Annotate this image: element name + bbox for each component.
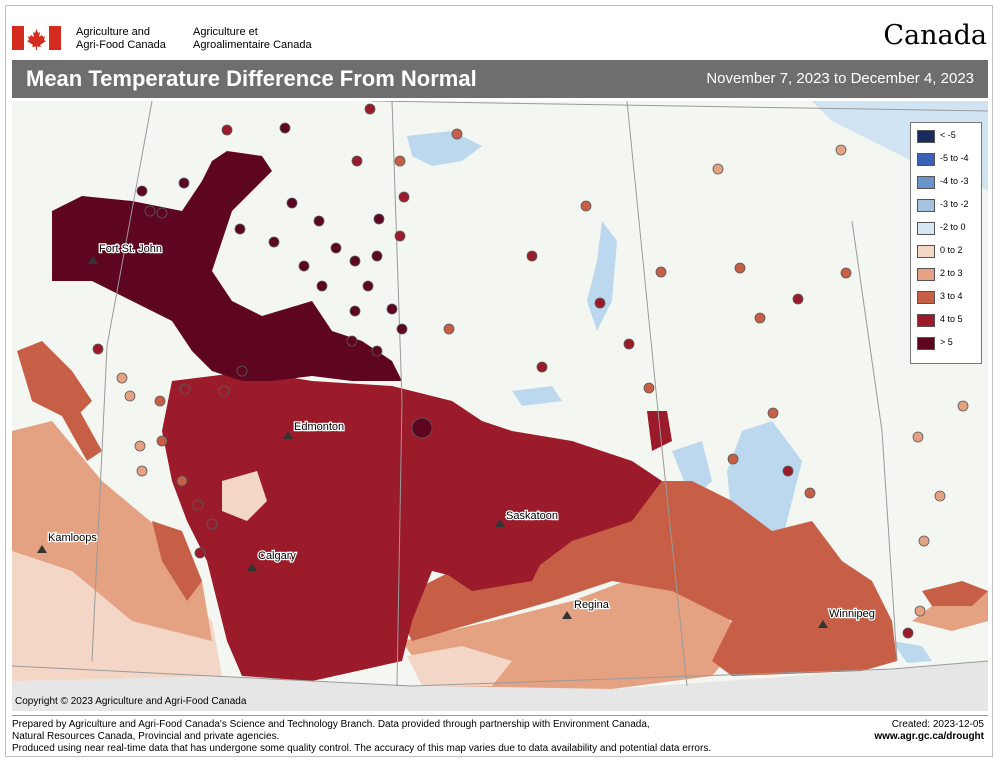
legend-swatch	[917, 199, 935, 212]
created-date: Created: 2023-12-05	[891, 719, 984, 730]
legend-item: -2 to 0	[917, 222, 979, 236]
city-marker-edmonton	[283, 431, 293, 439]
legend-swatch	[917, 268, 935, 281]
legend-swatch	[917, 337, 935, 350]
title-bar: Mean Temperature Difference From Normal …	[12, 60, 988, 98]
city-marker-kamloops	[37, 545, 47, 553]
legend-swatch	[917, 176, 935, 189]
city-label-calgary: Calgary	[258, 550, 296, 562]
legend-swatch	[917, 153, 935, 166]
city-label-fort-st-john: Fort St. John	[99, 243, 162, 255]
city-label-regina: Regina	[574, 599, 610, 611]
city-label-winnipeg: Winnipeg	[829, 608, 875, 620]
legend-swatch	[917, 291, 935, 304]
legend-swatch	[917, 130, 935, 143]
map-area: Fort St. John Edmonton Saskatoon Calgary…	[12, 101, 988, 711]
footer: Prepared by Agriculture and Agri-Food Ca…	[12, 715, 988, 762]
legend-item: 0 to 2	[917, 245, 979, 259]
map-canvas: Fort St. John Edmonton Saskatoon Calgary…	[12, 101, 988, 711]
legend-item: 4 to 5	[917, 314, 979, 328]
city-marker-calgary	[247, 563, 257, 571]
legend-item: 3 to 4	[917, 291, 979, 305]
footer-notes: Prepared by Agriculture and Agri-Food Ca…	[12, 719, 712, 754]
city-label-kamloops: Kamloops	[48, 532, 97, 544]
date-range: November 7, 2023 to December 4, 2023	[706, 70, 974, 87]
city-marker-fort-st-john	[88, 256, 98, 264]
canada-flag-icon	[12, 26, 61, 50]
legend-swatch	[917, 314, 935, 327]
city-label-saskatoon: Saskatoon	[506, 510, 558, 522]
legend-item: 2 to 3	[917, 268, 979, 282]
city-marker-winnipeg	[818, 620, 828, 628]
city-marker-saskatoon	[495, 519, 505, 527]
legend-item: -3 to -2	[917, 199, 979, 213]
header: Agriculture and Agri-Food Canada Agricul…	[12, 20, 987, 60]
legend-item: -4 to -3	[917, 176, 979, 190]
website-link[interactable]: www.agr.gc.ca/drought	[874, 731, 984, 742]
agency-name-english: Agriculture and Agri-Food Canada	[76, 26, 166, 51]
canada-wordmark: Canada	[883, 20, 987, 51]
legend-item: < -5	[917, 130, 979, 144]
legend-item: -5 to -4	[917, 153, 979, 167]
legend-swatch	[917, 222, 935, 235]
legend-item: > 5	[917, 337, 979, 351]
city-label-edmonton: Edmonton	[294, 421, 344, 433]
page-frame	[5, 5, 993, 757]
map-copyright: Copyright © 2023 Agriculture and Agri-Fo…	[15, 696, 247, 707]
footer-meta: Created: 2023-12-05 www.agr.gc.ca/drough…	[874, 719, 984, 743]
city-marker-regina	[562, 611, 572, 619]
legend: < -5 -5 to -4 -4 to -3 -3 to -2 -2 to 0 …	[910, 122, 982, 364]
city-labels: Fort St. John Edmonton Saskatoon Calgary…	[47, 242, 876, 622]
city-markers	[37, 256, 828, 628]
map-title: Mean Temperature Difference From Normal	[26, 66, 477, 91]
legend-swatch	[917, 245, 935, 258]
agency-name-french: Agriculture et Agroalimentaire Canada	[193, 26, 312, 51]
